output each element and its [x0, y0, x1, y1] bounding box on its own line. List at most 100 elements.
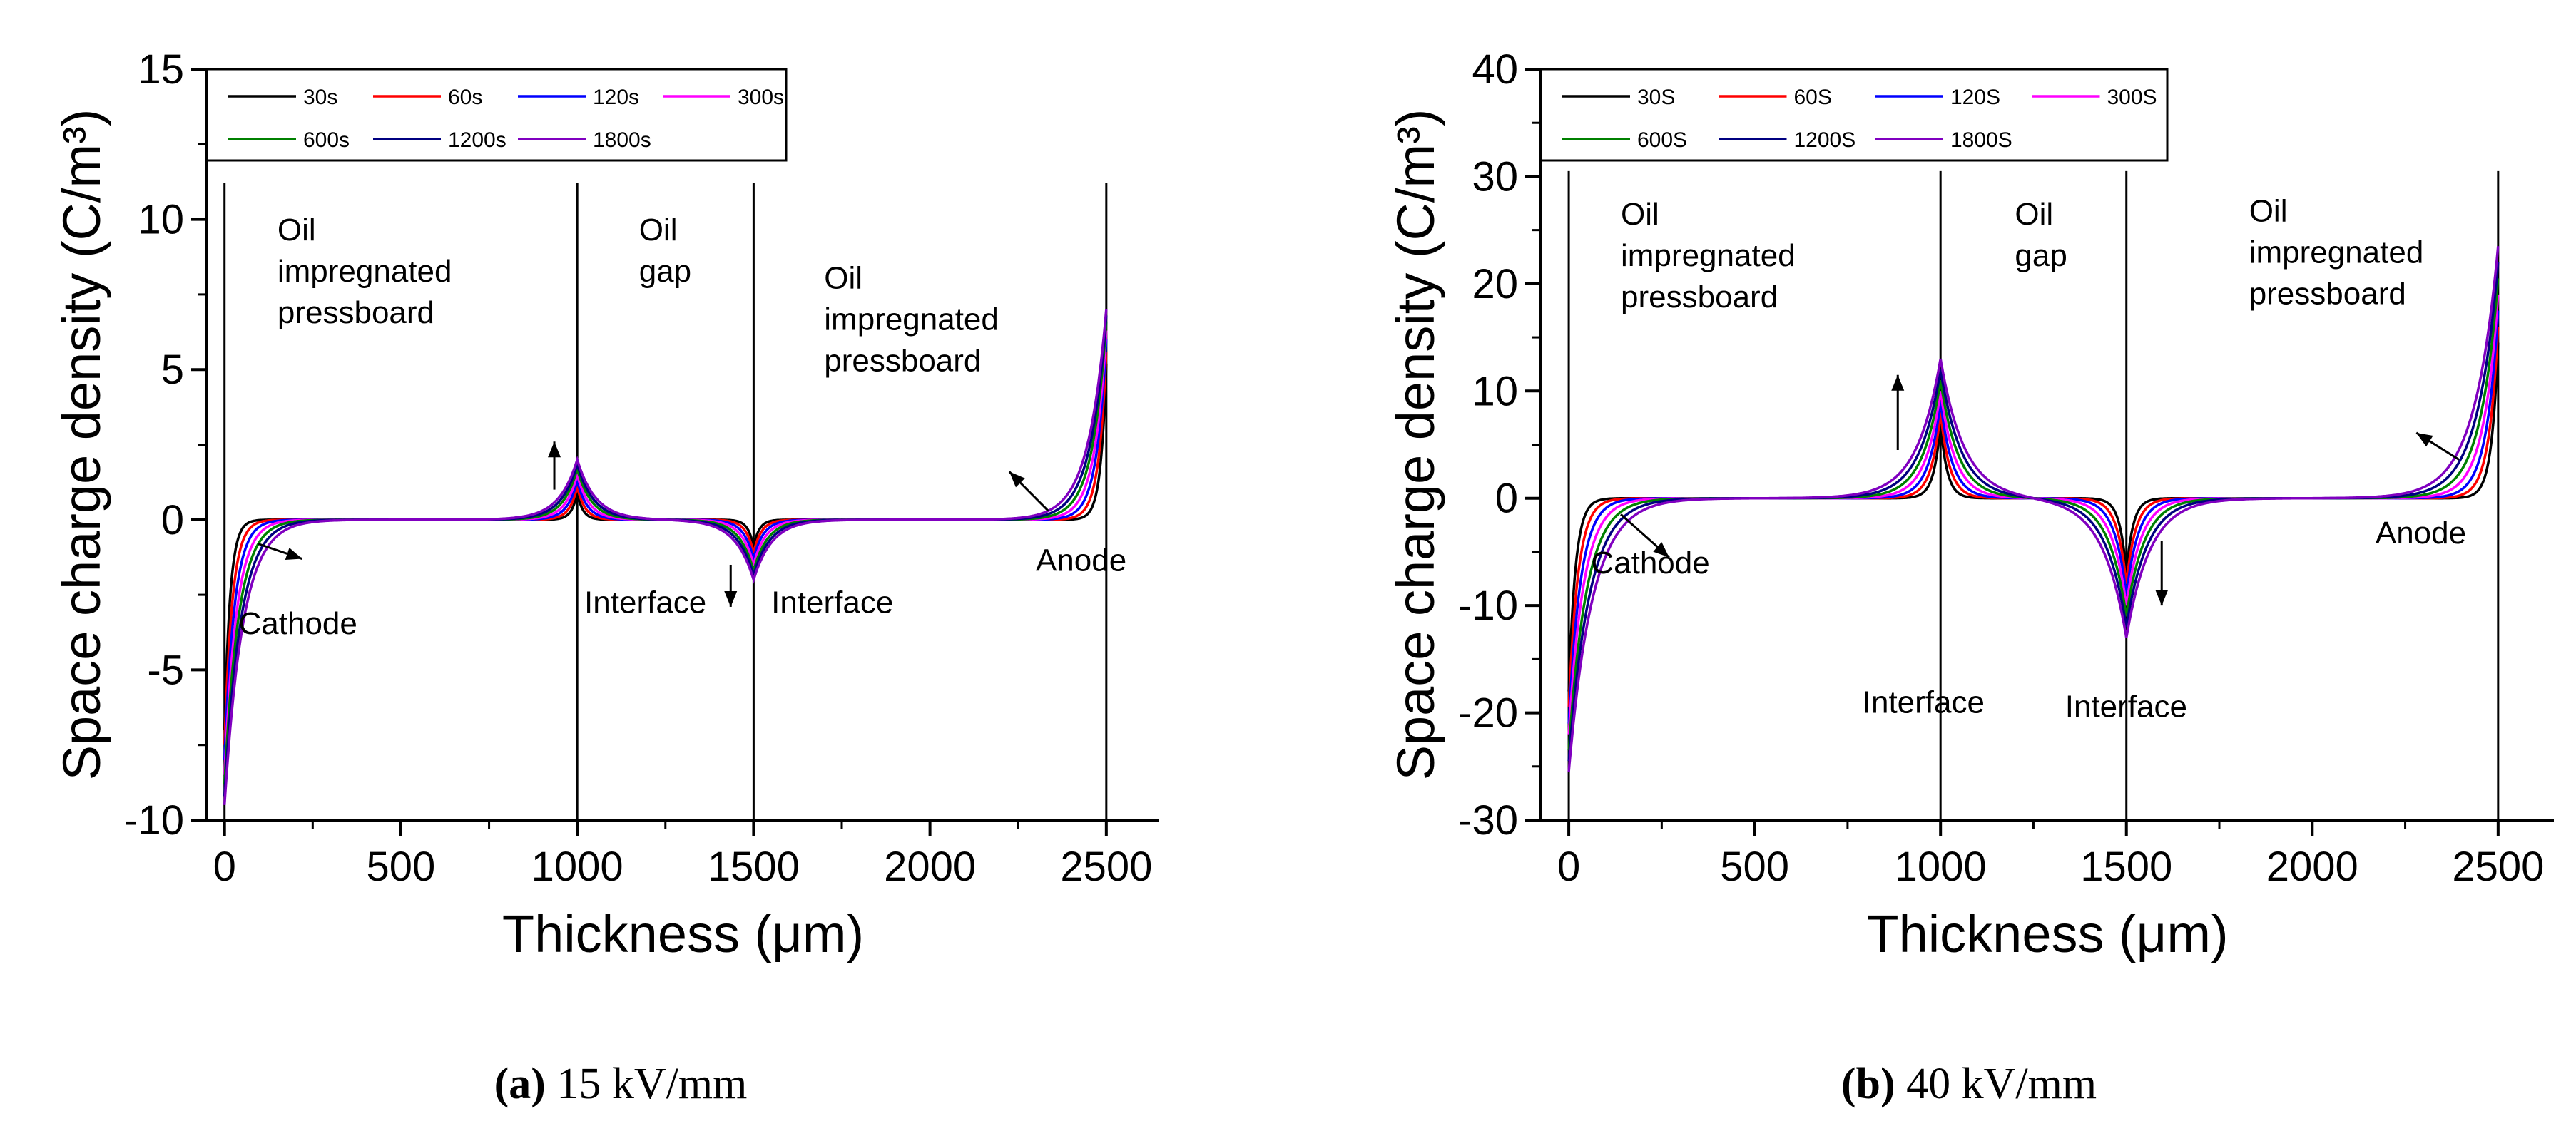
annotation-line: Oil: [824, 260, 862, 295]
legend-label-120s: 120s: [593, 86, 639, 109]
x-tick-label: 1500: [708, 844, 800, 890]
x-tick-label: 0: [213, 844, 236, 890]
annotation-line: Oil: [639, 213, 678, 247]
legend-label-60S: 60S: [1794, 86, 1832, 109]
y-tick-label: 0: [1495, 476, 1518, 522]
annotation-line: Oil: [2015, 197, 2053, 232]
annotation-oil-impregnated-pressboard: Oil impregnated pressboard: [278, 213, 452, 330]
y-tick-label: 10: [1472, 368, 1518, 414]
annotation-cathode: Cathode: [1591, 546, 1709, 580]
series-line-60S: [1567, 326, 2500, 708]
arrow-head: [1009, 471, 1025, 488]
panel-b-chart: 0 500 1000 1500 2000 2500 -30 -20 -10 0 10 20 30 40 Th…: [1386, 46, 2554, 1108]
legend-label-60s: 60s: [448, 86, 482, 109]
annotation-line: Oil: [278, 213, 316, 247]
y-tick-label: -5: [147, 647, 184, 693]
legend-label-600s: 600s: [303, 128, 350, 152]
x-axis-label: Thickness (μm): [502, 904, 864, 963]
legend-label-120S: 120S: [1950, 86, 2000, 109]
series-line-1800s: [223, 309, 1108, 806]
legend-label-1800s: 1800s: [593, 128, 651, 152]
arrow-head: [548, 441, 561, 458]
series-line-60s: [223, 351, 1108, 745]
annotation-interface: Interface: [771, 585, 893, 620]
annotation-line: Cathode: [1591, 546, 1709, 580]
annotation-line: impregnated: [1621, 238, 1796, 273]
y-tick-label: -10: [124, 797, 184, 844]
annotation-line: Interface: [771, 585, 893, 620]
legend: 30S 60S 120S 300S 600S 1200S 1800S: [1539, 68, 2169, 162]
annotation-line: Anode: [2376, 516, 2466, 551]
y-tick-label: 0: [161, 497, 184, 543]
legend: 30s 60s 120s 300s 600s 1200s 1800s: [205, 68, 788, 162]
x-axis-label: Thickness (μm): [1866, 904, 2228, 963]
arrow-head: [724, 590, 738, 607]
annotation-line: gap: [639, 254, 691, 289]
annotation-interface: Interface: [2065, 690, 2187, 725]
arrow-head: [2155, 590, 2169, 606]
legend-label-30s: 30s: [303, 86, 337, 109]
arrow-head: [2416, 432, 2433, 447]
caption-text: 15 kV/mm: [556, 1060, 747, 1108]
series-line-30S: [1567, 342, 2500, 692]
series-line-1800S: [1567, 246, 2500, 772]
annotation-oil-gap: Oil gap: [2015, 197, 2067, 273]
series-line-600s: [223, 321, 1108, 784]
panel-a-chart: 0 500 1000 1500 2000 2500 -10 -5 0 5 10 15 Thickness…: [52, 46, 1159, 1108]
series-line-600S: [1567, 278, 2500, 751]
caption-label: (b): [1841, 1060, 1906, 1108]
annotation-cathode: Cathode: [239, 606, 357, 641]
annotation-oil-impregnated-pressboard: Oil impregnated pressboard: [2249, 194, 2424, 312]
y-axis-label: Space charge density (C/m³): [1386, 109, 1445, 781]
x-tick-label: 2000: [884, 844, 976, 890]
legend-label-600S: 600S: [1637, 128, 1687, 152]
x-tick-label: 500: [367, 844, 436, 890]
annotation-line: impregnated: [278, 254, 452, 289]
annotation-line: impregnated: [824, 302, 999, 337]
arrow-head: [1891, 374, 1905, 391]
annotation-line: impregnated: [2249, 235, 2424, 270]
legend-label-1800S: 1800S: [1950, 128, 2012, 152]
annotation-line: Interface: [584, 585, 706, 620]
annotation-line: Interface: [1863, 685, 1985, 720]
legend-label-30S: 30S: [1637, 86, 1675, 109]
annotation-line: Oil: [1621, 197, 1659, 232]
x-tick-label: 0: [1557, 844, 1580, 890]
series-line-1200S: [1567, 262, 2500, 762]
x-tick-label: 2500: [1060, 844, 1152, 890]
series-line-30s: [223, 363, 1108, 730]
y-tick-label: 20: [1472, 261, 1518, 307]
legend-label-300S: 300S: [2107, 86, 2157, 109]
x-tick-label: 2000: [2266, 844, 2358, 890]
caption-label: (a): [494, 1060, 557, 1108]
annotation-line: Cathode: [239, 606, 357, 641]
annotation-oil-gap: Oil gap: [639, 213, 691, 289]
y-tick-label: 40: [1472, 46, 1518, 93]
x-tick-label: 2500: [2452, 844, 2544, 890]
annotation-line: Anode: [1036, 543, 1126, 578]
x-tick-label: 1500: [2080, 844, 2172, 890]
annotation-line: Oil: [2249, 194, 2288, 229]
annotation-line: Interface: [2065, 690, 2187, 725]
series-line-120S: [1567, 310, 2500, 724]
series-line-120s: [223, 339, 1108, 760]
annotation-interface: Interface: [584, 585, 706, 620]
legend-label-1200S: 1200S: [1794, 128, 1856, 152]
y-tick-label: -20: [1458, 690, 1518, 737]
y-tick-label: 5: [161, 347, 184, 393]
y-tick-label: 30: [1472, 153, 1518, 200]
y-tick-label: 10: [138, 197, 184, 243]
legend-label-300s: 300s: [738, 86, 784, 109]
caption: (b) 40 kV/mm: [1841, 1060, 2097, 1108]
caption-text: 40 kV/mm: [1906, 1060, 2097, 1108]
annotation-oil-impregnated-pressboard: Oil impregnated pressboard: [1621, 197, 1796, 314]
annotation-line: pressboard: [278, 295, 434, 330]
annotation-oil-impregnated-pressboard: Oil impregnated pressboard: [824, 260, 999, 378]
x-tick-label: 1000: [1895, 844, 1987, 890]
legend-box: [1539, 68, 2169, 162]
series-line-300s: [223, 330, 1108, 775]
annotation-line: pressboard: [824, 343, 981, 378]
annotation-anode: Anode: [2376, 516, 2466, 551]
series-line-300S: [1567, 294, 2500, 735]
